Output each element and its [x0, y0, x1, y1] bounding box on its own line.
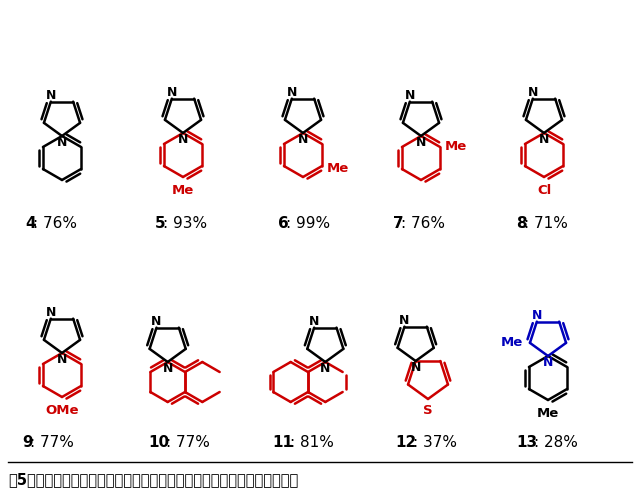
Text: N: N — [309, 315, 319, 327]
Text: N: N — [539, 133, 549, 146]
Text: N: N — [532, 309, 542, 321]
Text: N: N — [166, 86, 177, 99]
Text: N: N — [57, 136, 67, 149]
Text: : 99%: : 99% — [286, 216, 330, 231]
Text: Me: Me — [172, 184, 194, 197]
Text: : 77%: : 77% — [166, 435, 210, 450]
Text: N: N — [57, 353, 67, 366]
Text: N: N — [287, 86, 297, 99]
Text: S: S — [423, 404, 433, 417]
Text: : 76%: : 76% — [33, 216, 77, 231]
Text: Me: Me — [445, 139, 467, 152]
Text: 4: 4 — [25, 216, 36, 231]
Text: Cl: Cl — [537, 184, 551, 197]
Text: N: N — [543, 356, 553, 369]
Text: 図5　銅－ジルコニア固溶体触媒を用いて合成できるイミダゾール誤導体: 図5 銅－ジルコニア固溶体触媒を用いて合成できるイミダゾール誤導体 — [8, 472, 298, 487]
Text: 13: 13 — [516, 435, 537, 450]
Text: N: N — [527, 86, 538, 99]
Text: N: N — [399, 314, 410, 326]
Text: N: N — [151, 315, 162, 327]
Text: 7: 7 — [393, 216, 404, 231]
Text: Me: Me — [500, 337, 523, 350]
Text: 11: 11 — [272, 435, 293, 450]
Text: N: N — [163, 362, 173, 375]
Text: 5: 5 — [155, 216, 166, 231]
Text: : 28%: : 28% — [534, 435, 578, 450]
Text: Me: Me — [327, 161, 349, 175]
Text: OMe: OMe — [45, 404, 79, 417]
Text: Me: Me — [537, 407, 559, 420]
Text: 10: 10 — [148, 435, 169, 450]
Text: N: N — [416, 136, 426, 149]
Text: 8: 8 — [516, 216, 527, 231]
Text: : 93%: : 93% — [163, 216, 207, 231]
Text: N: N — [178, 133, 188, 146]
Text: 6: 6 — [278, 216, 289, 231]
Text: 12: 12 — [395, 435, 416, 450]
Text: : 37%: : 37% — [413, 435, 457, 450]
Text: N: N — [320, 362, 330, 375]
Text: N: N — [298, 133, 308, 146]
Text: N: N — [45, 306, 56, 318]
Text: : 77%: : 77% — [30, 435, 74, 450]
Text: N: N — [45, 89, 56, 102]
Text: N: N — [410, 361, 421, 374]
Text: : 76%: : 76% — [401, 216, 445, 231]
Text: 9: 9 — [22, 435, 33, 450]
Text: : 71%: : 71% — [524, 216, 568, 231]
Text: : 81%: : 81% — [290, 435, 334, 450]
Text: N: N — [404, 89, 415, 102]
